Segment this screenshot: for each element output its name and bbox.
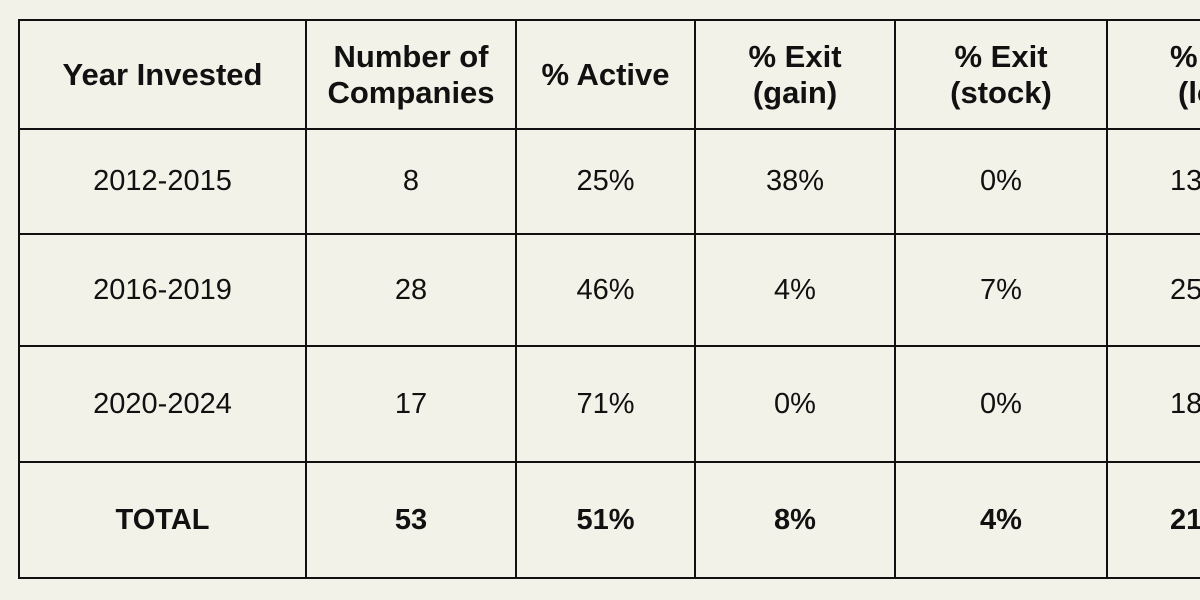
total-percent-exit-stock: 4% [894, 461, 1108, 579]
cell-percent-exit-loss: 13 [1106, 128, 1200, 235]
cell-percent-active: 25% [515, 128, 696, 235]
cell-percent-active: 46% [515, 233, 696, 347]
cell-year-invested: 2020-2024 [18, 345, 307, 463]
total-percent-exit-gain: 8% [694, 461, 896, 579]
cell-percent-exit-gain: 4% [694, 233, 896, 347]
cell-year-invested: 2016-2019 [18, 233, 307, 347]
header-percent-exit-gain: % Exit (gain) [694, 19, 896, 130]
total-percent-exit-loss: 21 [1106, 461, 1200, 579]
table-row: 2020-2024 17 71% 0% 0% 18 [18, 345, 1200, 463]
table-row: 2012-2015 8 25% 38% 0% 13 [18, 128, 1200, 235]
total-number-of-companies: 53 [305, 461, 517, 579]
table-header-row: Year Invested Number of Companies % Activ… [18, 19, 1200, 130]
total-percent-active: 51% [515, 461, 696, 579]
header-percent-exit-loss: % E(lo [1106, 19, 1200, 130]
cell-number-of-companies: 28 [305, 233, 517, 347]
cell-percent-exit-loss: 18 [1106, 345, 1200, 463]
header-percent-active: % Active [515, 19, 696, 130]
header-year-invested: Year Invested [18, 19, 307, 130]
cell-percent-exit-stock: 0% [894, 345, 1108, 463]
cell-year-invested: 2012-2015 [18, 128, 307, 235]
header-number-of-companies: Number of Companies [305, 19, 517, 130]
cell-number-of-companies: 17 [305, 345, 517, 463]
cell-percent-exit-gain: 0% [694, 345, 896, 463]
table-total-row: TOTAL 53 51% 8% 4% 21 [18, 461, 1200, 579]
header-percent-exit-stock: % Exit (stock) [894, 19, 1108, 130]
portfolio-table-container: Year Invested Number of Companies % Activ… [18, 19, 1200, 580]
table-row: 2016-2019 28 46% 4% 7% 25 [18, 233, 1200, 347]
cell-number-of-companies: 8 [305, 128, 517, 235]
portfolio-outcomes-table: Year Invested Number of Companies % Activ… [18, 19, 1200, 579]
cell-percent-exit-stock: 0% [894, 128, 1108, 235]
cell-percent-active: 71% [515, 345, 696, 463]
cell-percent-exit-stock: 7% [894, 233, 1108, 347]
cell-percent-exit-gain: 38% [694, 128, 896, 235]
cell-percent-exit-loss: 25 [1106, 233, 1200, 347]
total-label: TOTAL [18, 461, 307, 579]
